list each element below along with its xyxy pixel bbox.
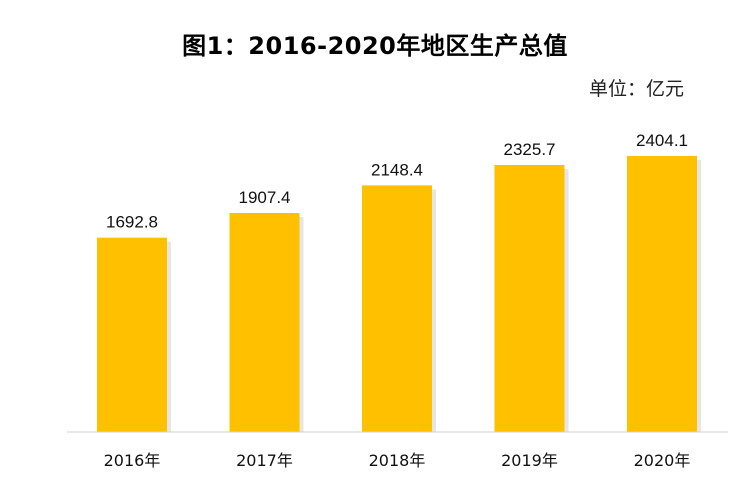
data-label: 2404.1 [636,131,688,150]
data-label: 2325.7 [504,140,556,159]
labels-layer: 1692.8 2016年 1907.4 2017年 2148.4 2018年 2325.7 2… [104,131,691,470]
bar-2020年 [627,156,697,432]
bar-2017年 [229,213,300,432]
x-tick-label: 2017年 [236,451,293,470]
bar-2016年 [97,237,167,432]
data-label: 1692.8 [106,213,158,232]
bar-2018年 [362,185,432,432]
x-tick-label: 2016年 [104,451,161,470]
unit-label: 单位：亿元 [588,78,684,100]
chart-title: 图1：2016-2020年地区生产总值 [182,32,568,60]
x-tick-label: 2020年 [634,451,691,470]
x-tick-label: 2018年 [369,451,426,470]
data-label: 1907.4 [239,188,291,207]
bar-2019年 [494,165,565,433]
data-label: 2148.4 [371,160,423,179]
x-tick-label: 2019年 [501,451,558,470]
bars-layer [97,156,701,433]
